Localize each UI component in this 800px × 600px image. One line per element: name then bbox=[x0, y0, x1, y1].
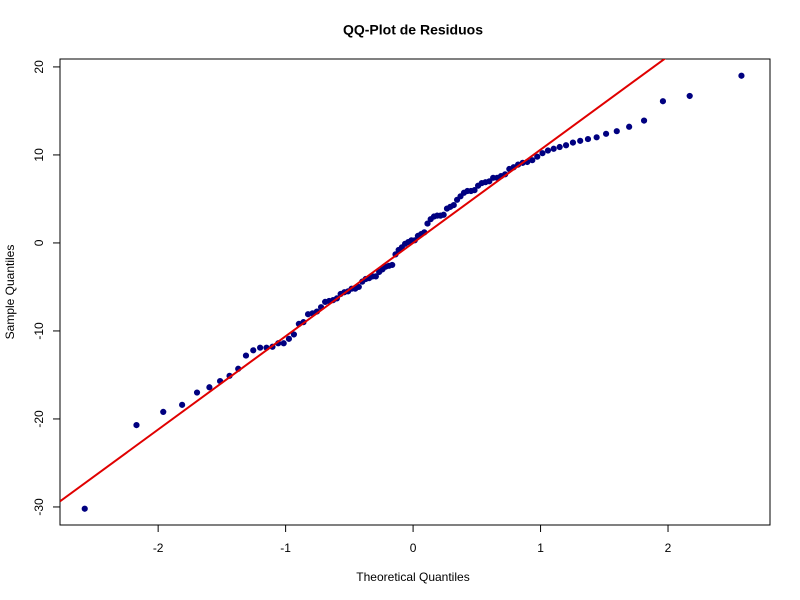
point bbox=[440, 211, 447, 218]
plot-box bbox=[59, 58, 771, 526]
chart-title: QQ-Plot de Residuos bbox=[343, 22, 483, 38]
point bbox=[160, 408, 167, 416]
point bbox=[738, 72, 745, 79]
point bbox=[257, 344, 264, 351]
point bbox=[550, 145, 557, 152]
x-tick-label: 2 bbox=[665, 541, 672, 555]
point bbox=[193, 389, 201, 396]
point bbox=[544, 147, 552, 154]
point bbox=[355, 283, 362, 291]
point bbox=[81, 505, 88, 512]
point bbox=[613, 128, 620, 135]
point bbox=[529, 157, 536, 164]
y-tick-label: -20 bbox=[32, 410, 46, 428]
point bbox=[424, 220, 431, 227]
point bbox=[486, 178, 493, 185]
point bbox=[179, 401, 186, 408]
point bbox=[584, 135, 592, 143]
x-tick-label: -1 bbox=[280, 541, 291, 555]
x-axis-label: Theoretical Quantiles bbox=[356, 570, 469, 584]
point bbox=[250, 347, 257, 354]
y-axis-label: Sample Quantiles bbox=[3, 245, 17, 340]
point bbox=[471, 187, 478, 194]
y-tick-label: 20 bbox=[32, 60, 46, 74]
y-tick-label: -30 bbox=[32, 498, 46, 516]
point bbox=[290, 331, 298, 338]
point bbox=[133, 422, 140, 429]
point bbox=[569, 139, 577, 146]
point bbox=[450, 201, 457, 209]
point bbox=[577, 137, 584, 144]
point bbox=[640, 117, 648, 124]
point bbox=[659, 98, 667, 105]
reference-line bbox=[60, 59, 667, 503]
y-tick-label: 0 bbox=[32, 239, 46, 246]
plot-area bbox=[60, 59, 745, 512]
point bbox=[372, 273, 379, 280]
x-tick-label: -2 bbox=[153, 541, 164, 555]
point bbox=[534, 153, 541, 160]
point bbox=[562, 142, 570, 149]
y-tick-label: 10 bbox=[32, 148, 46, 162]
y-tick-label: -10 bbox=[32, 322, 46, 340]
point bbox=[686, 92, 693, 100]
point bbox=[602, 130, 610, 137]
point bbox=[539, 150, 546, 157]
point bbox=[626, 123, 633, 130]
point bbox=[285, 335, 293, 342]
point bbox=[206, 384, 213, 391]
x-tick-label: 1 bbox=[537, 541, 544, 555]
point bbox=[280, 340, 287, 347]
point bbox=[556, 143, 563, 151]
x-tick-label: 0 bbox=[410, 541, 417, 555]
point bbox=[593, 134, 600, 141]
point bbox=[242, 352, 250, 359]
point bbox=[389, 261, 396, 269]
